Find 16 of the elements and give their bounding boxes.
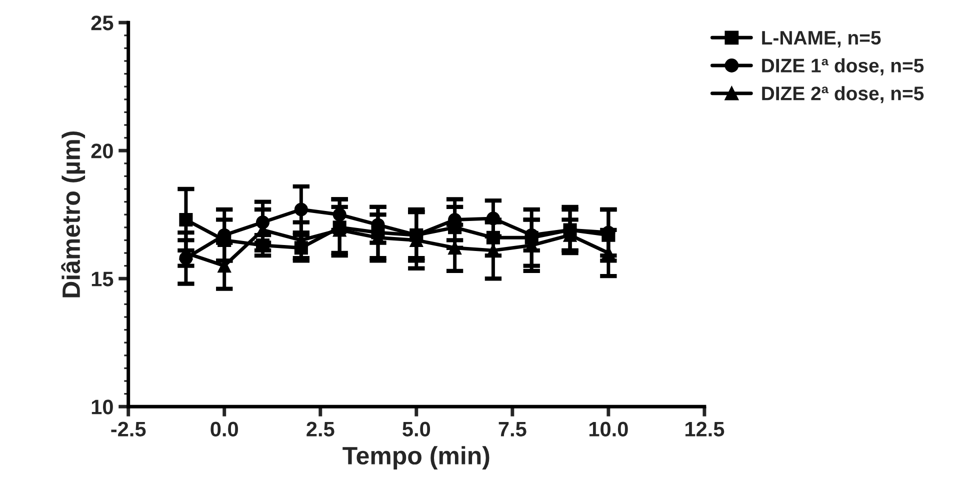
y-tick-label: 10 xyxy=(92,400,113,414)
y-tick-label: 20 xyxy=(91,144,113,158)
y-tick-label: 25 xyxy=(91,16,114,30)
x-tick-label: 7.5 xyxy=(498,422,526,437)
legend-label: L-NAME, n=5 xyxy=(762,31,881,48)
legend-label: DIZE 2ª dose, n=5 xyxy=(762,86,924,104)
x-tick-label: 2.5 xyxy=(306,422,334,437)
x-tick-label: 10.0 xyxy=(589,422,628,437)
x-tick-label: 0.0 xyxy=(210,422,238,437)
x-tick-label: 5.0 xyxy=(402,422,430,437)
legend-label: DIZE 1ª dose, n=5 xyxy=(762,58,924,76)
y-axis-title: Diâmetro (µm) xyxy=(61,132,86,298)
y-tick-label: 15 xyxy=(92,272,114,286)
x-axis-title: Tempo (min) xyxy=(342,446,490,470)
x-tick-label: 12.5 xyxy=(685,422,724,437)
x-tick-label: -2.5 xyxy=(111,422,146,437)
